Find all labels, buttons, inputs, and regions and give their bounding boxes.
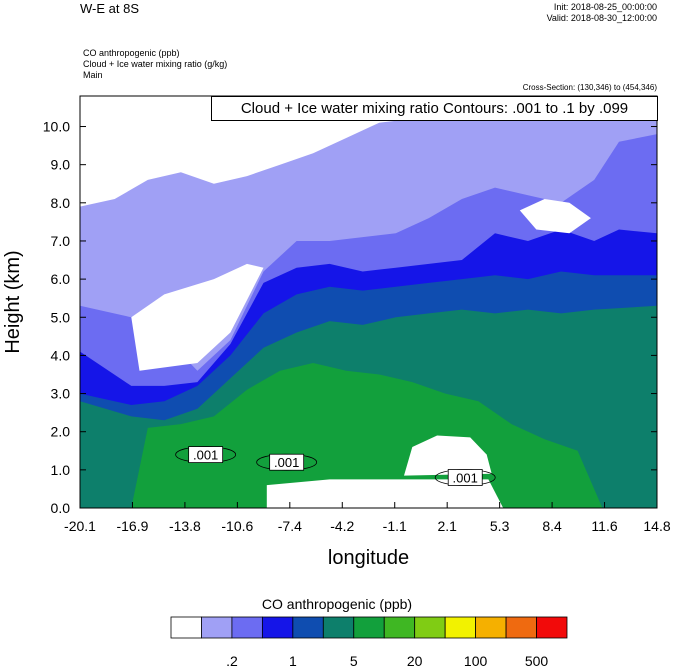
- y-tick-label: 6.0: [51, 271, 71, 287]
- y-tick-label: 2.0: [51, 424, 71, 440]
- variable-label-main: Main: [83, 70, 103, 80]
- colorbar-swatch: [231, 616, 263, 639]
- contour-label-box-0: [188, 446, 224, 463]
- colorbar-swatch: [201, 616, 233, 639]
- colorbar-swatch: [261, 616, 294, 639]
- y-axis-title: Height (km): [2, 250, 24, 353]
- clear-region-0: [80, 96, 297, 203]
- colorbar-label: 1: [289, 653, 297, 667]
- colorbar-swatch: [353, 616, 385, 639]
- y-tick-label: 3.0: [51, 386, 71, 402]
- x-tick-label: -4.2: [330, 518, 354, 534]
- plot-area: .001 .001 .001: [80, 96, 657, 508]
- colorbar-swatch: [292, 616, 324, 639]
- colorbar-label: 500: [525, 653, 549, 667]
- y-tick-label: 4.0: [51, 347, 71, 363]
- y-tick-label: 0.0: [51, 500, 71, 516]
- colorbar-swatch: [414, 616, 446, 639]
- colorbar-swatch: [383, 616, 416, 639]
- y-tick-label: 5.0: [51, 309, 71, 325]
- colorbar-swatch: [322, 616, 355, 639]
- x-tick-label: -10.6: [221, 518, 253, 534]
- colorbar-swatch: [536, 616, 568, 639]
- contour-label-box-2: [447, 469, 483, 486]
- y-tick-label: 1.0: [51, 462, 71, 478]
- x-axis-title: longitude: [328, 547, 409, 569]
- x-tick-label: 2.1: [437, 518, 457, 534]
- x-tick-label: -13.8: [169, 518, 201, 534]
- variable-label-co: CO anthropogenic (ppb): [83, 48, 180, 58]
- x-tick-label: 11.6: [591, 518, 617, 534]
- contour-label-2: .001: [453, 470, 478, 485]
- x-tick-label: -20.1: [64, 518, 96, 534]
- co-layer-5: [80, 363, 657, 508]
- x-tick-label: -1.1: [383, 518, 407, 534]
- x-tick-label: 5.3: [490, 518, 510, 534]
- y-tick-label: 10.0: [43, 119, 70, 135]
- clear-region-1: [131, 263, 264, 371]
- y-tick-label: 8.0: [51, 195, 71, 211]
- x-tick-label: 8.4: [542, 518, 562, 534]
- colorbar-swatch: [444, 616, 477, 639]
- clear-region-2: [404, 435, 492, 476]
- colorbar-label: 100: [464, 653, 488, 667]
- contour-label-1: .001: [274, 455, 299, 470]
- colorbar-title: CO anthropogenic (ppb): [261, 596, 413, 612]
- contour-label-0: .001: [193, 448, 218, 463]
- cross-section-label: Cross-Section: (130,346) to (454,346): [522, 83, 657, 92]
- colorbar-label: 20: [407, 653, 423, 667]
- contour-info-box: Cloud + Ice water mixing ratio Contours:…: [211, 96, 658, 121]
- clear-region-3: [266, 479, 504, 508]
- x-tick-label: 14.8: [643, 518, 670, 534]
- colorbar-swatch: [170, 616, 202, 639]
- y-tick-label: 9.0: [51, 157, 71, 173]
- colorbar-swatch: [505, 616, 537, 639]
- colorbar-label: 5: [350, 653, 358, 667]
- contour-label-box-1: [269, 453, 305, 471]
- clear-region-4: [519, 199, 591, 234]
- variable-label-cloud: Cloud + Ice water mixing ratio (g/kg): [83, 59, 228, 69]
- init-time: Init: 2018-08-25_00:00:00: [553, 2, 657, 12]
- plot-title: W-E at 8S: [80, 1, 140, 16]
- valid-time: Valid: 2018-08-30_12:00:00: [546, 13, 657, 23]
- y-tick-label: 7.0: [51, 233, 71, 249]
- x-tick-label: -16.9: [116, 518, 148, 534]
- colorbar-label: .2: [226, 653, 238, 667]
- x-tick-label: -7.4: [278, 518, 302, 534]
- colorbar-swatch: [475, 616, 507, 639]
